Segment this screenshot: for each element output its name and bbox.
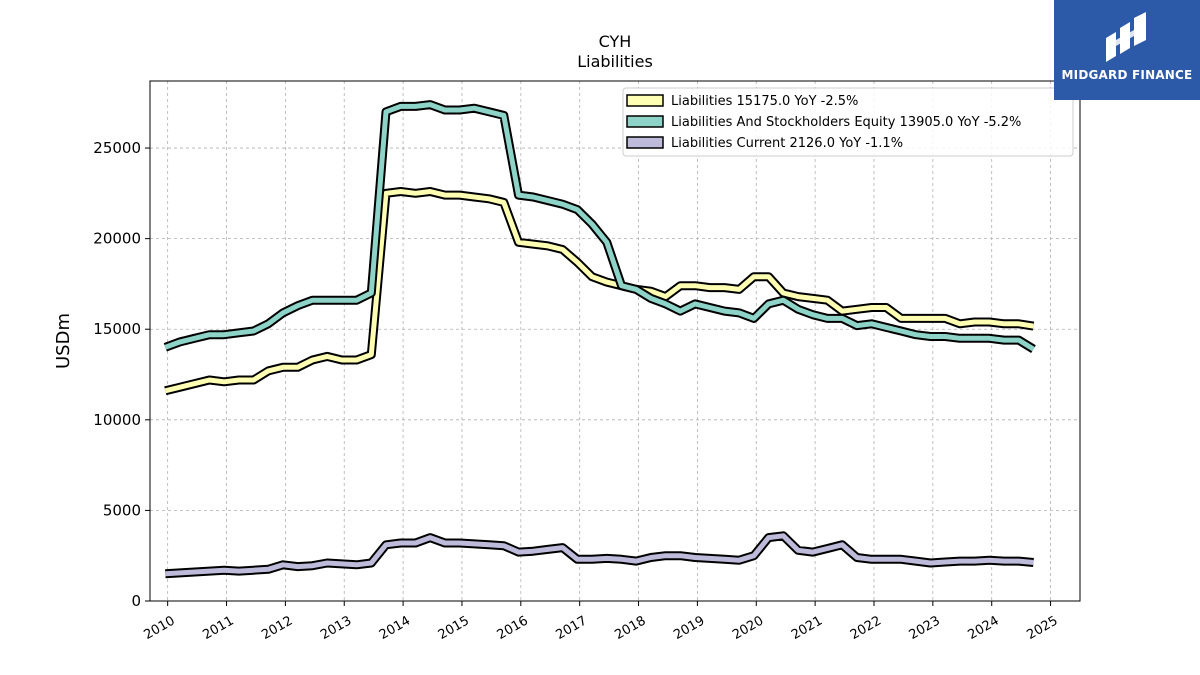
x-tick-label: 2023 xyxy=(907,613,943,643)
y-tick-label: 15000 xyxy=(93,320,141,338)
y-tick-label: 0 xyxy=(131,592,141,610)
x-tick-label: 2014 xyxy=(377,613,413,643)
plot-frame xyxy=(149,80,1081,602)
series-outline-0 xyxy=(164,187,1035,396)
x-tick-label: 2021 xyxy=(789,613,825,643)
x-tick-label: 2016 xyxy=(495,613,531,643)
series-line-0 xyxy=(164,189,1034,394)
x-tick-label: 2024 xyxy=(966,613,1002,643)
x-tick-label: 2011 xyxy=(200,613,236,643)
x-tick-label: 2010 xyxy=(141,613,177,643)
x-tick-label: 2022 xyxy=(848,613,884,643)
legend: Liabilities 15175.0 YoY -2.5% Liabilities… xyxy=(622,87,1074,157)
series-line-2 xyxy=(165,533,1034,577)
y-axis-label: USDm xyxy=(53,313,74,369)
legend-swatch xyxy=(626,94,664,107)
y-tick-label: 25000 xyxy=(93,139,141,157)
chart-subtitle: Liabilities xyxy=(577,52,653,71)
y-tick-label: 5000 xyxy=(103,501,141,519)
x-tick-label: 2019 xyxy=(671,613,707,643)
legend-label: Liabilities And Stockholders Equity 1390… xyxy=(671,115,1021,130)
x-tick-label: 2020 xyxy=(730,613,766,643)
legend-label: Liabilities 15175.0 YoY -2.5% xyxy=(671,94,858,109)
x-tick-label: 2015 xyxy=(436,613,472,643)
brand-logo: MIDGARD FINANCE xyxy=(1054,0,1200,100)
x-tick-label: 2018 xyxy=(612,613,648,643)
x-tick-label: 2012 xyxy=(259,613,295,643)
chart-title: CYH xyxy=(599,32,632,51)
series-line-1 xyxy=(164,102,1035,352)
midgard-logo-icon xyxy=(1106,12,1146,62)
series-layer xyxy=(163,100,1036,579)
legend-swatch xyxy=(626,136,664,149)
brand-name: MIDGARD FINANCE xyxy=(1061,68,1193,82)
y-tick-label: 10000 xyxy=(93,411,141,429)
y-tick-label: 20000 xyxy=(93,230,141,248)
legend-box xyxy=(622,87,1074,157)
x-tick-label: 2017 xyxy=(554,613,590,643)
x-tick-label: 2025 xyxy=(1024,613,1060,643)
legend-swatch xyxy=(626,115,664,128)
legend-label: Liabilities Current 2126.0 YoY -1.1% xyxy=(671,136,903,151)
x-tick-label: 2013 xyxy=(318,613,354,643)
